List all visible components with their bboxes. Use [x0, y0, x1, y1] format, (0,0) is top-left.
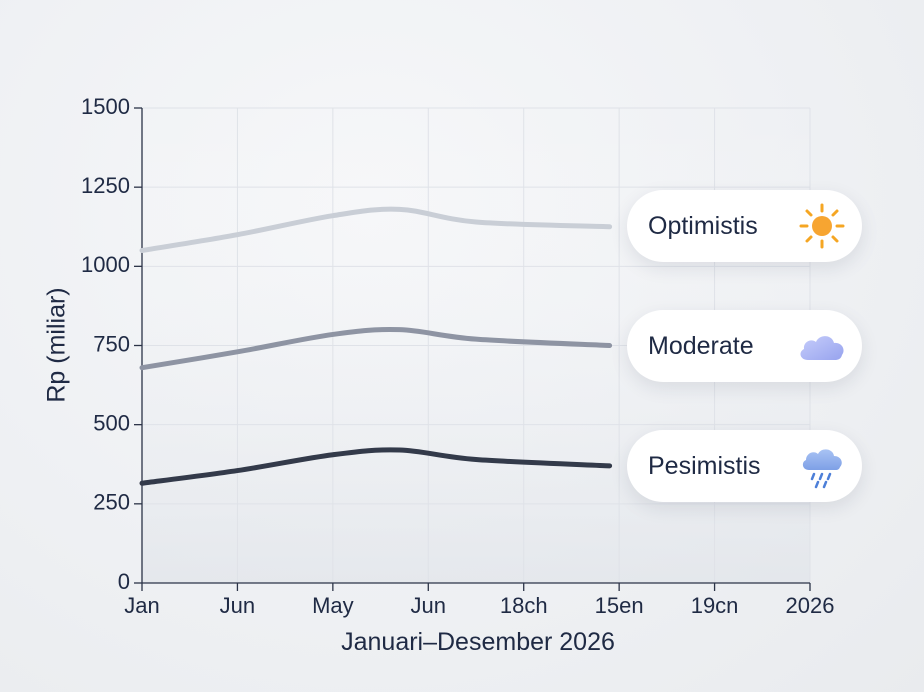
y-axis-label: Rp (miliar) [43, 287, 71, 402]
y-tick-label: 750 [93, 331, 130, 356]
series-line-moderate [139, 326, 613, 371]
x-tick-label: 18ch [500, 593, 548, 618]
x-tick-label: Jun [411, 593, 446, 618]
axes [134, 107, 811, 591]
x-tick-label: 19cn [691, 593, 739, 618]
series-line-pesimistis [139, 447, 613, 486]
x-tick-labels: Jan Jun May Jun 18ch 15en 19cn 2026 [124, 593, 834, 618]
x-tick-label: 15en [595, 593, 644, 618]
legend-label: Optimistis [648, 211, 758, 240]
y-tick-label: 1000 [81, 252, 130, 277]
sun-icon [796, 200, 848, 252]
y-tick-label: 1250 [81, 173, 130, 198]
legend-item-moderate: Moderate [627, 310, 862, 382]
legend-item-optimistis: Optimistis [627, 190, 862, 262]
cloud-icon [796, 320, 848, 372]
legend-label: Pesimistis [648, 451, 761, 480]
x-tick-label: Jan [124, 593, 159, 618]
x-tick-label: May [312, 593, 354, 618]
x-axis-label: Januari–Desember 2026 [341, 628, 615, 656]
y-tick-label: 250 [93, 490, 130, 515]
rain-cloud-icon [796, 440, 848, 492]
y-tick-label: 0 [118, 569, 130, 594]
y-tick-label: 1500 [81, 94, 130, 119]
y-tick-label: 500 [93, 410, 130, 435]
legend-label: Moderate [648, 331, 754, 360]
series-lines [139, 206, 613, 486]
y-tick-labels: 0 250 500 750 1000 1250 1500 [81, 94, 130, 594]
legend-item-pesimistis: Pesimistis [627, 430, 862, 502]
x-tick-label: Jun [220, 593, 255, 618]
x-tick-label: 2026 [786, 593, 835, 618]
series-line-optimistis [139, 206, 613, 253]
